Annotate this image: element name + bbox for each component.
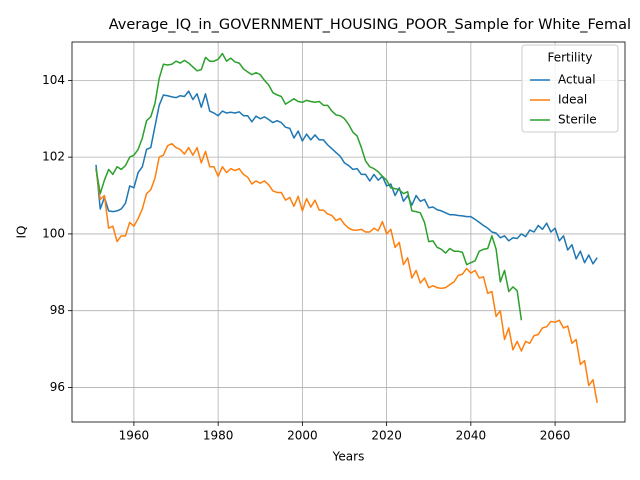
legend-label: Ideal [558, 93, 587, 107]
y-tick-label: 104 [42, 73, 65, 87]
x-tick-label: 1980 [203, 429, 234, 443]
y-tick-label: 96 [50, 380, 65, 394]
x-tick-label: 2000 [287, 429, 318, 443]
x-tick-label: 2020 [371, 429, 402, 443]
legend-title: Fertility [547, 51, 592, 65]
y-tick-label: 102 [42, 150, 65, 164]
line-series [95, 142, 598, 403]
legend-label: Sterile [558, 113, 597, 127]
x-axis-label: Years [332, 450, 365, 464]
legend-box [521, 44, 619, 133]
x-tick-label: 2060 [540, 429, 571, 443]
chart-title: Average_IQ_in_GOVERNMENT_HOUSING_POOR_Sa… [109, 17, 631, 33]
line-series [95, 52, 523, 321]
plot-frame [71, 41, 626, 423]
line-series [95, 90, 598, 265]
x-tick-label: 1960 [119, 429, 150, 443]
y-axis-label: IQ [15, 226, 29, 239]
legend-label: Actual [558, 73, 596, 87]
x-tick-label: 2040 [456, 429, 487, 443]
y-tick-label: 100 [42, 226, 65, 240]
y-tick-label: 98 [50, 303, 65, 317]
